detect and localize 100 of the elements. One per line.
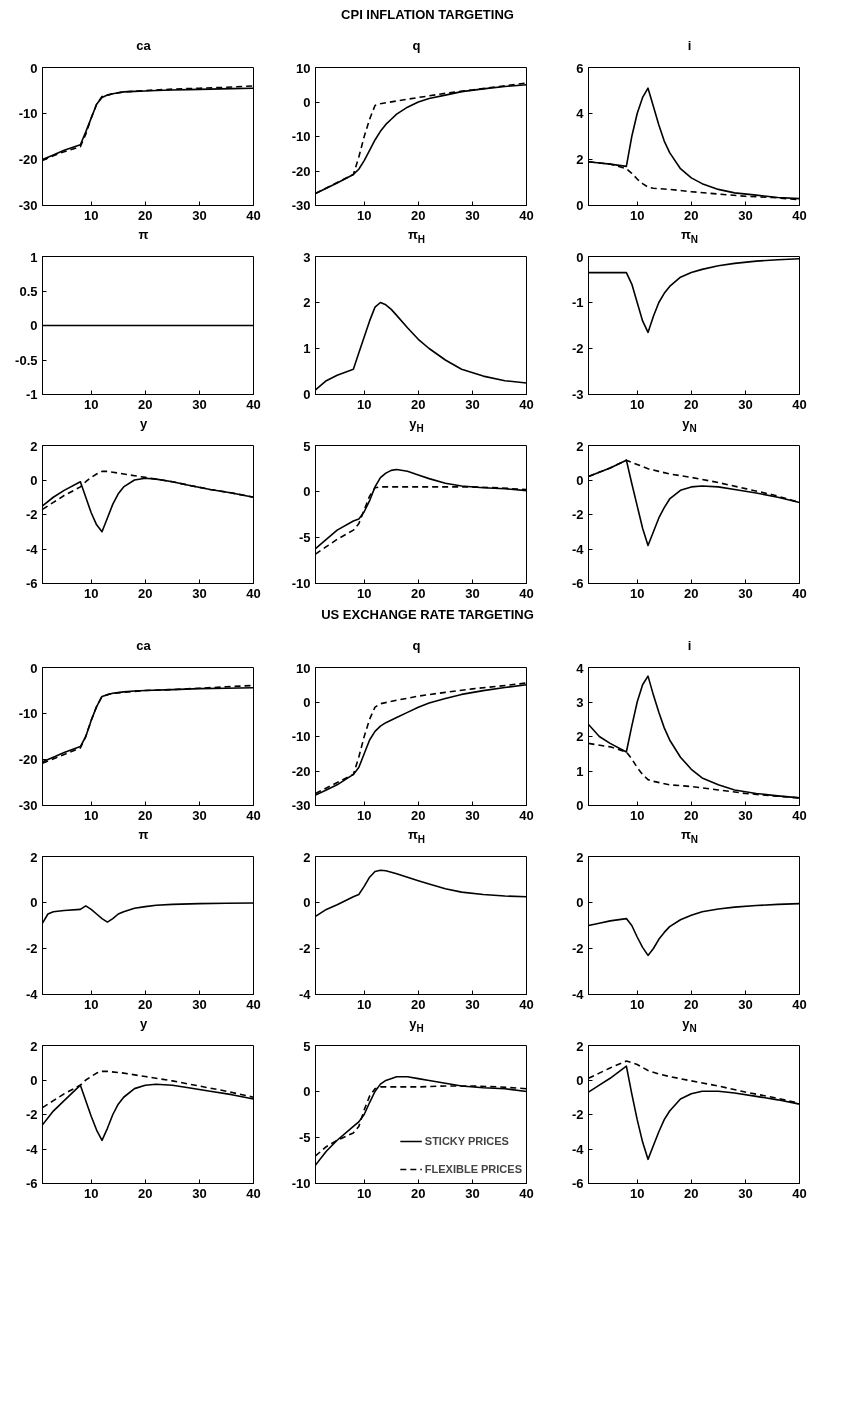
- y-tick-label: -10: [291, 729, 311, 744]
- chart-title: π$_{H}$: [407, 227, 426, 247]
- chart-title: ca: [136, 38, 151, 54]
- y-tick-label: -20: [291, 163, 311, 179]
- x-tick-label: 10: [629, 207, 645, 223]
- chart-title: q: [412, 638, 421, 654]
- y-tick-label: 0: [303, 694, 311, 710]
- chart-title: y$_{N}$: [682, 416, 697, 436]
- x-tick-label: 10: [356, 396, 372, 412]
- y-tick-label: 2: [576, 1038, 584, 1054]
- x-tick-label: 20: [411, 396, 426, 412]
- x-tick-label: 20: [138, 996, 153, 1012]
- y-tick-label: -4: [571, 1141, 585, 1157]
- y-tick-label: 3: [576, 694, 584, 710]
- x-tick-label: 40: [246, 396, 261, 412]
- x-tick-label: 20: [411, 585, 426, 601]
- x-tick-label: 40: [792, 807, 807, 823]
- y-tick-label: 1: [303, 341, 311, 356]
- x-tick-label: 20: [138, 807, 153, 823]
- y-tick-label: -2: [571, 1107, 584, 1122]
- x-tick-label: 40: [519, 807, 534, 823]
- legend-label: FLEXIBLE PRICES: [424, 1163, 522, 1175]
- y-tick-label: -5: [298, 1130, 311, 1145]
- y-tick-label: 0: [30, 1072, 38, 1088]
- y-tick-label: -6: [571, 1176, 584, 1191]
- y-tick-label: 0: [576, 472, 584, 488]
- y-tick-label: 0: [30, 318, 38, 333]
- y-tick-label: 2: [576, 438, 584, 454]
- x-tick-label: 20: [684, 807, 699, 823]
- y-tick-label: -10: [291, 576, 311, 591]
- y-tick-label: -1: [571, 295, 584, 310]
- text: US EXCHANGE RATE TARGETING: [321, 606, 534, 624]
- x-tick-label: 30: [738, 585, 753, 601]
- x-tick-label: 20: [138, 585, 153, 601]
- x-tick-label: 10: [629, 585, 645, 601]
- chart-title: y: [139, 1016, 148, 1032]
- x-tick-label: 40: [246, 585, 261, 601]
- y-tick-label: -10: [18, 706, 38, 721]
- y-tick-label: 5: [303, 438, 311, 454]
- y-tick-label: 2: [303, 849, 311, 865]
- chart-title: q: [412, 38, 421, 54]
- y-tick-label: 5: [303, 1038, 311, 1054]
- y-tick-label: -10: [18, 106, 38, 121]
- y-tick-label: -30: [291, 798, 311, 813]
- x-tick-label: 30: [738, 207, 753, 223]
- x-tick-label: 30: [465, 1185, 480, 1201]
- x-tick-label: 30: [738, 1185, 753, 1201]
- x-tick-label: 10: [83, 396, 99, 412]
- y-tick-label: -30: [18, 798, 38, 813]
- y-tick-label: 0: [303, 1084, 311, 1099]
- y-tick-label: -4: [571, 987, 585, 1002]
- x-tick-label: 30: [738, 807, 753, 823]
- y-tick-label: -4: [298, 987, 312, 1002]
- y-tick-label: -4: [25, 541, 39, 557]
- x-tick-label: 10: [83, 1185, 99, 1201]
- y-tick-label: 2: [576, 152, 584, 167]
- x-tick-label: 10: [629, 807, 645, 823]
- x-tick-label: 10: [356, 807, 372, 823]
- legend-label: STICKY PRICES: [424, 1135, 509, 1147]
- x-tick-label: 40: [519, 396, 534, 412]
- y-tick-label: -4: [571, 541, 585, 557]
- y-tick-label: 0: [576, 1072, 584, 1088]
- y-tick-label: 0.5: [19, 283, 38, 299]
- x-tick-label: 40: [792, 996, 807, 1012]
- x-tick-label: 40: [519, 1185, 534, 1201]
- y-tick-label: -1: [25, 387, 38, 402]
- y-tick-label: -30: [18, 198, 38, 213]
- y-tick-label: 0: [30, 472, 38, 488]
- chart-title: y$_{H}$: [409, 1016, 424, 1036]
- x-tick-label: 10: [356, 996, 372, 1012]
- x-tick-label: 40: [792, 1185, 807, 1201]
- y-tick-label: 2: [30, 438, 38, 454]
- x-tick-label: 40: [792, 207, 807, 223]
- y-tick-label: 1: [30, 249, 38, 265]
- x-tick-label: 30: [465, 396, 480, 412]
- x-tick-label: 40: [792, 585, 807, 601]
- x-tick-label: 40: [246, 807, 261, 823]
- x-tick-label: 20: [138, 1185, 153, 1201]
- y-tick-label: -2: [25, 941, 38, 956]
- y-tick-label: -2: [571, 507, 584, 522]
- y-tick-label: -6: [571, 576, 584, 591]
- chart-title: ca: [136, 638, 151, 654]
- y-tick-label: 0: [576, 198, 584, 213]
- y-tick-label: -20: [291, 763, 311, 779]
- y-tick-label: -30: [291, 198, 311, 213]
- y-tick-label: -4: [25, 1141, 39, 1157]
- x-tick-label: 10: [629, 396, 645, 412]
- y-tick-label: -2: [571, 941, 584, 956]
- x-tick-label: 10: [83, 996, 99, 1012]
- y-tick-label: -6: [25, 1176, 38, 1191]
- x-tick-label: 10: [83, 807, 99, 823]
- chart-title: y$_{N}$: [682, 1016, 697, 1036]
- y-tick-label: -2: [25, 1107, 38, 1122]
- x-tick-label: 10: [356, 207, 372, 223]
- x-tick-label: 20: [411, 996, 426, 1012]
- y-tick-label: 3: [303, 249, 311, 265]
- chart-title: π$_{N}$: [680, 827, 699, 847]
- y-tick-label: -4: [25, 987, 39, 1002]
- y-tick-label: 2: [303, 295, 311, 310]
- chart-title: y: [139, 416, 148, 432]
